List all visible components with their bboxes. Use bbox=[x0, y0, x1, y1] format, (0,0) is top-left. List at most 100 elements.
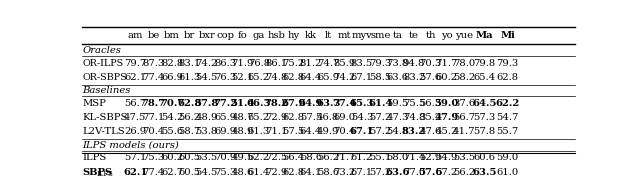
Text: 58.6: 58.6 bbox=[317, 168, 339, 177]
Text: 60.2: 60.2 bbox=[161, 153, 183, 162]
Text: 58.0: 58.0 bbox=[387, 153, 409, 162]
Text: 83.2: 83.2 bbox=[402, 127, 426, 136]
Text: hsb: hsb bbox=[268, 31, 285, 40]
Text: 26.9: 26.9 bbox=[124, 127, 147, 136]
Text: 74.2: 74.2 bbox=[196, 59, 218, 68]
Text: 64.5: 64.5 bbox=[472, 99, 497, 108]
Text: 62.2: 62.2 bbox=[495, 99, 520, 108]
Text: 57.6: 57.6 bbox=[418, 168, 443, 177]
Text: 55.6: 55.6 bbox=[161, 127, 183, 136]
Text: 76.3: 76.3 bbox=[214, 73, 236, 82]
Text: 86.3: 86.3 bbox=[214, 59, 236, 68]
Text: 55.7: 55.7 bbox=[497, 127, 518, 136]
Text: 59.0: 59.0 bbox=[435, 99, 459, 108]
Text: 45.2: 45.2 bbox=[436, 127, 458, 136]
Text: 77.0: 77.0 bbox=[403, 168, 425, 177]
Text: 83.2: 83.2 bbox=[403, 73, 425, 82]
Text: 75.2: 75.2 bbox=[282, 59, 305, 68]
Text: 62.8: 62.8 bbox=[282, 168, 305, 177]
Text: OR-SBPS: OR-SBPS bbox=[83, 73, 127, 82]
Text: 83.5: 83.5 bbox=[351, 59, 373, 68]
Text: 57.8: 57.8 bbox=[195, 99, 219, 108]
Text: 57.2: 57.2 bbox=[369, 127, 392, 136]
Text: 57.2: 57.2 bbox=[436, 168, 458, 177]
Text: 62.8: 62.8 bbox=[497, 73, 518, 82]
Text: 76.8: 76.8 bbox=[248, 59, 270, 68]
Text: yue: yue bbox=[455, 31, 473, 40]
Text: 54.5: 54.5 bbox=[196, 168, 218, 177]
Text: ta: ta bbox=[393, 31, 403, 40]
Text: 56.2: 56.2 bbox=[453, 168, 476, 177]
Text: 57.1: 57.1 bbox=[124, 153, 147, 162]
Text: 47.6: 47.6 bbox=[419, 127, 442, 136]
Text: 61.2: 61.2 bbox=[351, 153, 373, 162]
Text: 54.2: 54.2 bbox=[161, 113, 183, 122]
Text: MSP: MSP bbox=[83, 99, 106, 108]
Text: 47.5: 47.5 bbox=[124, 113, 147, 122]
Text: 60.6: 60.6 bbox=[474, 153, 496, 162]
Text: 56.2: 56.2 bbox=[317, 153, 339, 162]
Text: 64.4: 64.4 bbox=[300, 127, 322, 136]
Text: 56.3: 56.3 bbox=[419, 99, 442, 108]
Text: 48.7: 48.7 bbox=[231, 113, 253, 122]
Text: 73.8: 73.8 bbox=[387, 59, 409, 68]
Text: 65.3: 65.3 bbox=[349, 99, 374, 108]
Text: 67.1: 67.1 bbox=[351, 73, 373, 82]
Text: 71.9: 71.9 bbox=[231, 59, 253, 68]
Text: 56.4: 56.4 bbox=[282, 153, 305, 162]
Text: 72.5: 72.5 bbox=[265, 153, 287, 162]
Text: 63.5: 63.5 bbox=[472, 168, 497, 177]
Text: 57.5: 57.5 bbox=[282, 127, 305, 136]
Text: ILPS: ILPS bbox=[97, 170, 114, 177]
Text: myv: myv bbox=[351, 31, 372, 40]
Text: 59.0: 59.0 bbox=[497, 153, 518, 162]
Text: 67.1: 67.1 bbox=[351, 168, 373, 177]
Text: 60.5: 60.5 bbox=[179, 168, 200, 177]
Text: 86.1: 86.1 bbox=[265, 59, 287, 68]
Text: 47.3: 47.3 bbox=[387, 113, 409, 122]
Text: 77.4: 77.4 bbox=[143, 73, 165, 82]
Text: 48.9: 48.9 bbox=[231, 127, 253, 136]
Text: am: am bbox=[127, 31, 143, 40]
Text: 70.7: 70.7 bbox=[160, 99, 184, 108]
Text: Oracles: Oracles bbox=[83, 46, 122, 55]
Text: 52.9: 52.9 bbox=[419, 153, 442, 162]
Text: 58.6: 58.6 bbox=[300, 153, 322, 162]
Text: cop: cop bbox=[216, 31, 234, 40]
Text: 54.9: 54.9 bbox=[436, 153, 458, 162]
Text: 52.1: 52.1 bbox=[231, 73, 253, 82]
Text: 54.7: 54.7 bbox=[497, 113, 519, 122]
Text: 70.9: 70.9 bbox=[214, 153, 236, 162]
Text: 56.7: 56.7 bbox=[453, 113, 476, 122]
Text: 73.2: 73.2 bbox=[333, 168, 356, 177]
Text: be: be bbox=[147, 31, 160, 40]
Text: 60.5: 60.5 bbox=[179, 153, 200, 162]
Text: 77.1: 77.1 bbox=[143, 113, 165, 122]
Text: 49.5: 49.5 bbox=[231, 153, 253, 162]
Text: 57.3: 57.3 bbox=[474, 113, 496, 122]
Text: te: te bbox=[409, 31, 419, 40]
Text: 56.2: 56.2 bbox=[179, 113, 200, 122]
Text: OR-ILPS: OR-ILPS bbox=[83, 59, 124, 68]
Text: 72.9: 72.9 bbox=[265, 168, 287, 177]
Text: lt: lt bbox=[324, 31, 332, 40]
Text: bm: bm bbox=[164, 31, 180, 40]
Text: 75.3: 75.3 bbox=[143, 153, 164, 162]
Text: 79.7: 79.7 bbox=[124, 59, 147, 68]
Text: 75.3: 75.3 bbox=[214, 168, 236, 177]
Text: 62.7: 62.7 bbox=[161, 168, 183, 177]
Text: 74.2: 74.2 bbox=[333, 73, 356, 82]
Text: 57.2: 57.2 bbox=[369, 113, 392, 122]
Text: 51.4: 51.4 bbox=[230, 99, 255, 108]
Text: 53.5: 53.5 bbox=[196, 153, 218, 162]
Text: 53.5: 53.5 bbox=[453, 153, 476, 162]
Text: 48.9: 48.9 bbox=[196, 113, 218, 122]
Text: 70.3: 70.3 bbox=[419, 59, 442, 68]
Text: 54.5: 54.5 bbox=[387, 127, 409, 136]
Text: 94.8: 94.8 bbox=[403, 59, 425, 68]
Text: 77.4: 77.4 bbox=[333, 99, 356, 108]
Text: fo: fo bbox=[237, 31, 247, 40]
Text: 58.7: 58.7 bbox=[179, 127, 200, 136]
Text: 65.2: 65.2 bbox=[248, 113, 270, 122]
Text: 62.1: 62.1 bbox=[124, 73, 147, 82]
